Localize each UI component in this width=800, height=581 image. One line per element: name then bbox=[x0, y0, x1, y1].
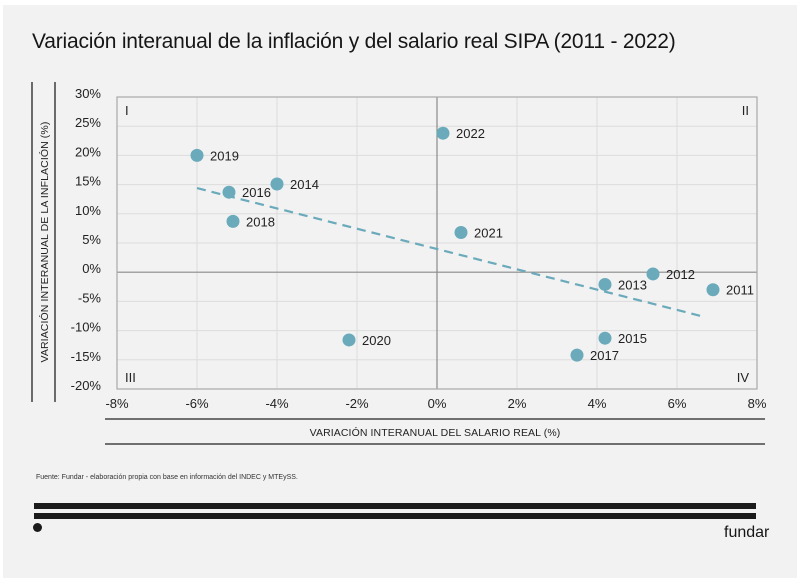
x-tick-labels: -8% -6% -4% -2% 0% 2% 4% 6% 8% bbox=[105, 396, 766, 411]
data-point-2018 bbox=[226, 214, 240, 228]
data-point-label-2017: 2017 bbox=[590, 348, 619, 363]
y-axis-title-group: VARIACIÓN INTERANUAL DE LA INFLACIÓN (%) bbox=[31, 82, 56, 402]
x-tick-label: 4% bbox=[588, 396, 607, 411]
x-tick-label: -6% bbox=[185, 396, 209, 411]
data-point-label-2012: 2012 bbox=[666, 267, 695, 282]
data-point-2019 bbox=[190, 148, 204, 162]
data-point-label-2021: 2021 bbox=[474, 225, 503, 240]
chart-title: Variación interanual de la inflación y d… bbox=[32, 30, 676, 53]
data-point-label-2016: 2016 bbox=[242, 185, 271, 200]
data-point-label-2013: 2013 bbox=[618, 277, 647, 292]
data-point-label-2019: 2019 bbox=[210, 148, 239, 163]
x-tick-label: 2% bbox=[508, 396, 527, 411]
data-point-label-2020: 2020 bbox=[362, 333, 391, 348]
x-tick-label: 6% bbox=[668, 396, 687, 411]
y-tick-label: -20% bbox=[71, 378, 102, 393]
quadrant-label-i: I bbox=[125, 103, 129, 118]
brand-dot bbox=[33, 523, 42, 532]
y-tick-label: 0% bbox=[82, 261, 101, 276]
data-point-label-2015: 2015 bbox=[618, 331, 647, 346]
y-tick-label: -15% bbox=[71, 349, 102, 364]
trendline bbox=[196, 187, 702, 318]
data-point-2016 bbox=[222, 185, 236, 199]
brand-bar-bottom bbox=[34, 513, 756, 519]
data-point-2017 bbox=[570, 348, 584, 362]
y-tick-label: 20% bbox=[75, 144, 101, 159]
source-note: Fuente: Fundar - elaboración propia con … bbox=[36, 474, 298, 481]
brand-logo: fundar bbox=[724, 524, 770, 541]
data-point-2012 bbox=[646, 267, 660, 281]
y-tick-label: 15% bbox=[75, 174, 101, 189]
x-axis-title: VARIACIÓN INTERANUAL DEL SALARIO REAL (%… bbox=[310, 426, 561, 439]
data-point-2015 bbox=[598, 331, 612, 345]
y-tick-label: -10% bbox=[71, 320, 102, 335]
data-point-2014 bbox=[270, 177, 284, 191]
data-point-label-2014: 2014 bbox=[290, 177, 319, 192]
data-point-2022 bbox=[436, 126, 450, 140]
data-point-2020 bbox=[342, 333, 356, 347]
plot-frame bbox=[116, 96, 758, 390]
quadrant-label-ii: II bbox=[742, 103, 749, 118]
y-tick-label: 25% bbox=[75, 115, 101, 130]
quadrant-label-iii: III bbox=[125, 370, 136, 385]
data-points: 2011 2012 2013 2014 2015 2016 2017 2018 2019 2020… bbox=[190, 126, 754, 363]
brand-bar-top bbox=[34, 503, 756, 509]
y-tick-label: 10% bbox=[75, 203, 101, 218]
x-tick-label: 0% bbox=[428, 396, 447, 411]
y-tick-label: -5% bbox=[78, 290, 102, 305]
x-tick-label: -2% bbox=[345, 396, 369, 411]
quadrant-label-iv: IV bbox=[737, 370, 750, 385]
y-tick-label: 30% bbox=[75, 86, 101, 101]
quadrant-labels: I II III IV bbox=[125, 103, 749, 385]
x-tick-label: -8% bbox=[105, 396, 129, 411]
x-tick-label: 8% bbox=[748, 396, 767, 411]
y-axis-title: VARIACIÓN INTERANUAL DE LA INFLACIÓN (%) bbox=[38, 122, 51, 363]
data-point-label-2018: 2018 bbox=[246, 214, 275, 229]
data-point-label-2011: 2011 bbox=[726, 283, 754, 298]
chart-card bbox=[3, 5, 797, 578]
data-point-2011 bbox=[706, 283, 720, 297]
data-point-label-2022: 2022 bbox=[456, 126, 485, 141]
y-tick-label: 5% bbox=[82, 232, 101, 247]
data-point-2021 bbox=[454, 225, 468, 239]
y-tick-labels: 30% 25% 20% 15% 10% 5% 0% -5% -10% -15% -20% bbox=[71, 86, 102, 393]
x-axis-title-group: VARIACIÓN INTERANUAL DEL SALARIO REAL (%… bbox=[105, 418, 765, 445]
x-tick-label: -4% bbox=[265, 396, 289, 411]
data-point-2013 bbox=[598, 277, 612, 291]
